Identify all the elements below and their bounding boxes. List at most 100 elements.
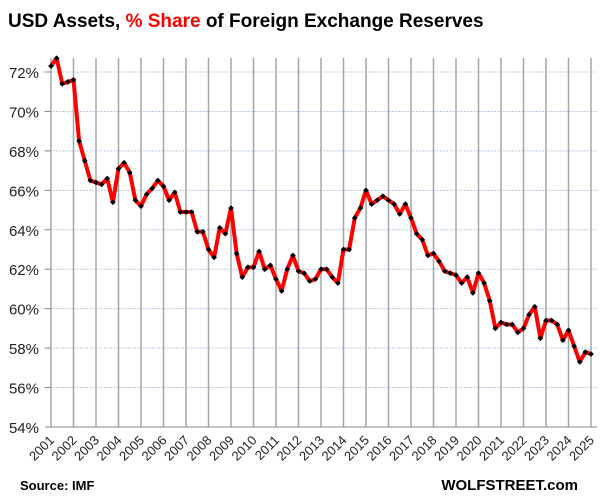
data-point xyxy=(194,228,201,235)
data-point xyxy=(121,159,127,166)
title-part: % Share xyxy=(126,11,201,32)
data-point xyxy=(391,201,397,207)
data-point xyxy=(537,335,544,342)
data-point xyxy=(166,197,172,204)
data-point xyxy=(396,211,403,217)
data-point xyxy=(171,189,178,196)
data-point xyxy=(582,349,589,355)
data-point xyxy=(216,224,223,231)
data-point xyxy=(475,270,482,276)
data-point xyxy=(98,181,105,188)
data-point xyxy=(554,321,561,328)
data-point xyxy=(425,252,431,259)
data-point xyxy=(458,280,465,286)
data-point xyxy=(515,329,521,336)
data-point xyxy=(481,280,487,286)
y-tick-label: 64% xyxy=(9,223,39,240)
data-point xyxy=(290,252,296,259)
data-point xyxy=(335,280,341,286)
data-point xyxy=(312,276,319,282)
data-point xyxy=(222,230,229,237)
data-point xyxy=(301,270,307,276)
data-point xyxy=(273,276,279,282)
data-point xyxy=(576,359,583,365)
y-tick-label: 68% xyxy=(9,144,39,161)
data-point xyxy=(374,197,381,204)
data-point xyxy=(408,215,414,221)
data-point xyxy=(323,266,330,273)
data-point xyxy=(115,165,122,172)
data-point xyxy=(565,327,572,334)
data-point xyxy=(571,343,577,349)
title-part: USD Assets, xyxy=(8,11,126,32)
data-point xyxy=(205,246,212,253)
data-point xyxy=(363,187,369,194)
data-point xyxy=(70,77,77,83)
data-point xyxy=(436,258,442,265)
data-point xyxy=(531,303,538,310)
y-tick-label: 72% xyxy=(9,65,39,82)
data-point xyxy=(492,325,499,332)
data-point xyxy=(76,138,82,144)
x-tick-label: 2025 xyxy=(566,433,597,464)
data-point xyxy=(245,264,251,271)
data-point xyxy=(160,183,167,190)
data-point xyxy=(526,311,532,318)
y-tick-label: 58% xyxy=(9,341,39,358)
data-point xyxy=(81,157,88,164)
data-point xyxy=(441,268,448,275)
y-tick-label: 62% xyxy=(9,262,39,279)
data-point xyxy=(188,209,195,215)
data-point xyxy=(340,246,347,253)
data-point xyxy=(233,250,240,257)
series-usd-share xyxy=(48,55,594,365)
data-point xyxy=(93,179,99,186)
data-point xyxy=(250,264,257,271)
data-point xyxy=(284,266,291,273)
data-point xyxy=(261,266,268,273)
data-point xyxy=(419,236,426,243)
source-note: Source: IMF xyxy=(20,478,94,493)
y-tick-label: 60% xyxy=(9,302,39,319)
data-point xyxy=(143,191,150,198)
data-point xyxy=(402,201,409,207)
data-point xyxy=(498,319,504,326)
data-point xyxy=(256,248,262,255)
y-tick-label: 54% xyxy=(9,420,39,437)
data-point xyxy=(346,246,352,253)
data-point xyxy=(464,274,471,280)
data-point xyxy=(239,274,246,280)
data-point xyxy=(543,317,549,324)
data-point xyxy=(520,325,527,332)
data-point xyxy=(486,297,493,304)
chart-title: USD Assets, % Share of Foreign Exchange … xyxy=(8,11,484,32)
data-point xyxy=(447,270,454,276)
data-point xyxy=(155,177,161,184)
y-tick-label: 66% xyxy=(9,183,39,200)
data-point xyxy=(138,203,144,209)
data-point xyxy=(87,177,94,184)
y-tick-label: 56% xyxy=(9,381,39,398)
data-point xyxy=(306,278,313,284)
data-point xyxy=(509,321,516,328)
data-point xyxy=(560,337,566,344)
data-point xyxy=(177,209,184,215)
data-point xyxy=(267,262,274,269)
data-point xyxy=(318,266,324,273)
data-point xyxy=(329,274,336,280)
data-point xyxy=(183,209,189,215)
data-point xyxy=(110,199,116,205)
data-point xyxy=(430,250,437,257)
data-point xyxy=(357,205,364,211)
data-point xyxy=(65,79,71,85)
data-point xyxy=(200,228,206,235)
data-point xyxy=(104,175,111,182)
data-point xyxy=(132,197,139,204)
x-axis: 2001200220032004200520062007200820092010… xyxy=(26,426,597,464)
data-point xyxy=(385,197,392,204)
data-point xyxy=(228,205,234,211)
data-point xyxy=(453,272,459,278)
data-point xyxy=(548,317,555,324)
data-point xyxy=(503,321,510,328)
